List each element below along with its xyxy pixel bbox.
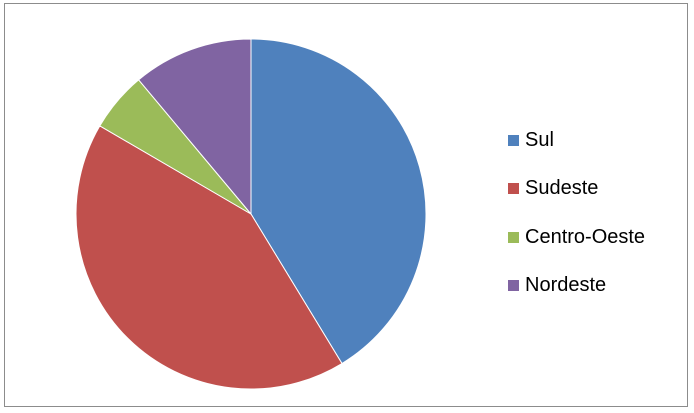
- legend-item-sul: Sul: [508, 128, 688, 152]
- legend-swatch-centro-oeste: [508, 231, 519, 243]
- legend-label-sudeste: Sudeste: [525, 177, 599, 199]
- chart-legend: Sul Sudeste Centro-Oeste Nordeste: [508, 128, 688, 322]
- pie-slice-sul: [250, 38, 427, 365]
- legend-label-nordeste: Nordeste: [525, 274, 607, 296]
- legend-swatch-sul: [508, 134, 519, 146]
- pie-slices: [75, 38, 427, 390]
- pie-slice-sudeste: [75, 125, 343, 390]
- legend-swatch-sudeste: [508, 183, 519, 194]
- legend-item-centro-oeste: Centro-Oeste: [508, 225, 688, 249]
- legend-label-centro-oeste: Centro-Oeste: [525, 225, 646, 248]
- pie-slice-nordeste: [137, 38, 252, 216]
- legend-label-sul: Sul: [525, 128, 554, 151]
- legend-item-nordeste: Nordeste: [508, 274, 688, 298]
- legend-swatch-nordeste: [508, 280, 519, 291]
- legend-item-sudeste: Sudeste: [508, 177, 688, 201]
